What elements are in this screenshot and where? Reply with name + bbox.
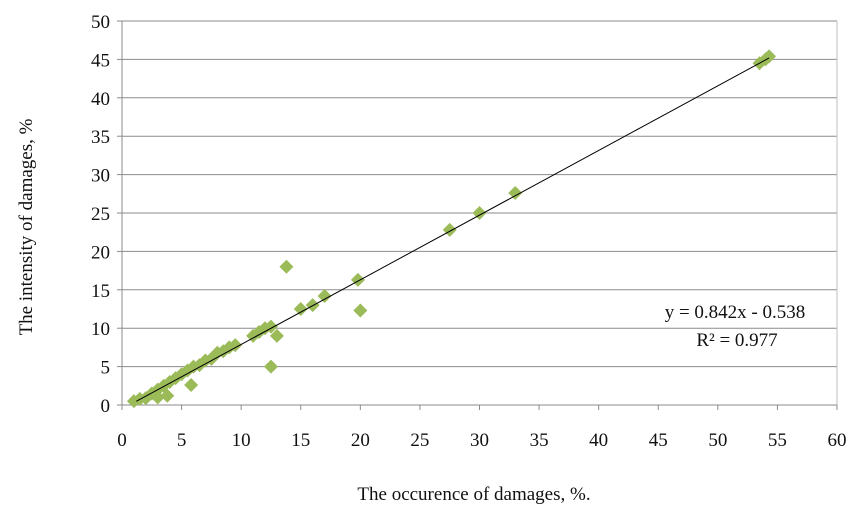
y-tick-label-50: 50 [91,12,110,33]
y-tick-label-40: 40 [91,89,110,110]
y-tick-label-20: 20 [91,242,110,263]
y-axis-label: The intensity of damages, % [16,118,37,335]
data-point-7 [160,388,175,403]
data-point-32 [353,303,368,318]
y-tick-label-45: 45 [91,50,110,71]
x-tick-label-20: 20 [351,430,370,451]
data-points [126,49,777,409]
x-tick-label-35: 35 [530,430,549,451]
trendline [136,57,770,402]
x-tick-label-10: 10 [232,430,251,451]
y-tick-label-15: 15 [91,281,110,302]
data-point-5 [150,390,165,405]
x-axis-label: The occurence of damages, %. [357,484,590,505]
data-point-20 [228,338,243,353]
trendline-equation: y = 0.842x - 0.538 [665,302,806,323]
x-tick-label-45: 45 [649,430,668,451]
x-tick-label-25: 25 [410,430,429,451]
x-tick-label-15: 15 [291,430,310,451]
x-tick-label-55: 55 [768,430,787,451]
y-tick-label-10: 10 [91,319,110,340]
x-tick-label-0: 0 [117,430,127,451]
x-tick-label-40: 40 [589,430,608,451]
y-axis [117,20,123,406]
trendline-r-squared: R² = 0.977 [696,330,777,351]
data-point-12 [184,378,199,393]
data-point-35 [508,186,523,201]
data-point-26 [269,328,284,343]
y-tick-label-0: 0 [101,396,111,417]
trendline-line [136,57,770,402]
data-point-25 [263,359,278,374]
data-point-30 [317,288,332,303]
data-point-27 [279,259,294,274]
x-tick-label-5: 5 [177,430,187,451]
y-tick-labels: 0 5 10 15 20 25 30 35 40 45 50 [91,12,110,417]
data-point-28 [293,302,308,316]
x-tick-labels: 0 5 10 15 20 25 30 35 40 45 50 55 60 [117,430,846,451]
data-point-31 [350,272,365,287]
y-tick-label-30: 30 [91,166,110,187]
x-axis [121,404,838,410]
y-tick-label-25: 25 [91,204,110,225]
x-tick-label-50: 50 [708,430,727,451]
y-tick-label-35: 35 [91,127,110,148]
x-tick-label-60: 60 [828,430,847,451]
x-tick-label-30: 30 [470,430,489,451]
y-tick-label-5: 5 [101,358,111,379]
data-point-33 [442,222,457,237]
